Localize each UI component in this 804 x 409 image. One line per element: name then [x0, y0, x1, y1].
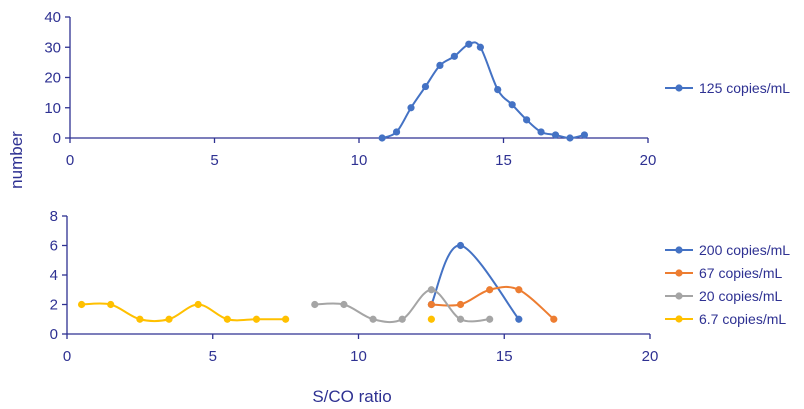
bottom-y-tick-label: 8 [50, 208, 58, 225]
bottom-chart: 0 2 4 6 8 0 5 10 15 20 200 copies/mL 67 copies/mL 20… [50, 208, 791, 365]
bottom-series-s200 [427, 241, 523, 323]
top-chart: 0 10 20 30 40 0 5 10 15 20 125 copies/mL [44, 9, 790, 169]
bottom-data-point-s6_7 [136, 315, 144, 323]
top-data-point-s125 [580, 131, 589, 139]
bottom-legend-swatch-marker [675, 246, 683, 254]
bottom-x-tick-label: 5 [209, 348, 217, 365]
top-data-point-s125 [537, 128, 545, 136]
bottom-data-point-s20 [369, 315, 377, 323]
bottom-y-tick-label: 4 [50, 267, 58, 284]
top-data-point-s125 [436, 61, 444, 69]
bottom-y-tick-label: 6 [50, 238, 58, 255]
top-series-line-s125 [381, 41, 585, 140]
bottom-data-point-s6_7 [77, 300, 86, 309]
bottom-y-tick-label: 2 [50, 297, 58, 314]
bottom-x-tick-label: 0 [63, 348, 71, 365]
top-data-point-s125 [450, 52, 458, 60]
top-y-tick-label: 0 [53, 130, 61, 147]
top-y-tick-label: 40 [44, 9, 61, 26]
bottom-legend-swatch-marker [675, 269, 683, 277]
bottom-legend-swatch-marker [675, 292, 683, 300]
bottom-legend-label: 20 copies/mL [699, 288, 782, 304]
bottom-data-point-s67 [486, 286, 494, 294]
bottom-data-point-s20 [427, 286, 435, 294]
top-x-tick-label: 20 [640, 152, 657, 169]
bottom-legend-item-s6_7: 6.7 copies/mL [665, 311, 786, 327]
bottom-data-point-s6_7 [427, 315, 435, 323]
top-x-tick-label: 0 [66, 152, 74, 169]
bottom-legend-label: 6.7 copies/mL [699, 311, 786, 327]
top-data-point-s125 [523, 116, 531, 124]
bottom-legend-item-s200: 200 copies/mL [665, 242, 790, 258]
bottom-data-point-s20 [398, 315, 406, 323]
bottom-data-point-s200 [515, 315, 523, 323]
top-legend-swatch-marker [675, 84, 683, 92]
bottom-x-tick-label: 20 [642, 348, 659, 365]
top-data-point-s125 [476, 43, 484, 51]
bottom-data-point-s20 [456, 315, 465, 323]
top-data-point-s125 [392, 128, 401, 136]
top-data-point-s125 [566, 134, 574, 142]
top-legend-item-s125: 125 copies/mL [665, 80, 790, 96]
bottom-data-point-s67 [427, 300, 435, 309]
top-x-tick-label: 5 [210, 152, 218, 169]
bottom-data-point-s67 [515, 286, 523, 294]
bottom-data-point-s20 [311, 300, 319, 309]
bottom-legend-label: 200 copies/mL [699, 242, 790, 258]
top-legend-label: 125 copies/mL [699, 80, 790, 96]
top-x-tick-label: 15 [495, 152, 512, 169]
top-data-point-s125 [465, 40, 473, 48]
bottom-x-tick-label: 10 [350, 348, 367, 365]
bottom-series-s20 [311, 286, 494, 324]
top-y-tick-label: 10 [44, 100, 61, 117]
top-y-tick-label: 30 [44, 39, 61, 56]
bottom-y-tick-label: 0 [50, 326, 58, 343]
bottom-series-s67 [427, 285, 558, 323]
top-series-s125 [378, 40, 589, 142]
bottom-legend-item-s20: 20 copies/mL [665, 288, 782, 304]
top-data-point-s125 [407, 104, 415, 112]
bottom-data-point-s6_7 [107, 300, 115, 309]
bottom-legend-swatch-marker [675, 315, 683, 323]
bottom-x-tick-label: 15 [496, 348, 513, 365]
bottom-series-line-s200 [430, 244, 520, 320]
bottom-data-point-s6_7 [165, 315, 173, 323]
bottom-data-point-s6_7 [252, 315, 261, 323]
bottom-data-point-s20 [340, 300, 348, 309]
bottom-data-point-s20 [486, 315, 494, 323]
bottom-data-point-s6_7 [223, 315, 231, 323]
bottom-data-point-s67 [550, 315, 558, 323]
top-data-point-s125 [551, 131, 560, 139]
bottom-data-point-s6_7 [194, 300, 202, 309]
top-data-point-s125 [508, 101, 516, 109]
x-axis-title: S/CO ratio [312, 387, 391, 406]
top-y-tick-label: 20 [44, 70, 61, 87]
bottom-data-point-s67 [456, 300, 465, 309]
bottom-data-point-s200 [456, 241, 465, 250]
top-data-point-s125 [378, 134, 386, 142]
top-x-tick-label: 10 [351, 152, 368, 169]
top-data-point-s125 [494, 86, 502, 94]
bottom-legend-item-s67: 67 copies/mL [665, 265, 782, 281]
y-axis-title: number [7, 131, 26, 189]
bottom-legend-label: 67 copies/mL [699, 265, 782, 281]
bottom-series-s6_7 [77, 300, 435, 323]
bottom-data-point-s6_7 [282, 315, 290, 323]
top-data-point-s125 [421, 82, 430, 91]
